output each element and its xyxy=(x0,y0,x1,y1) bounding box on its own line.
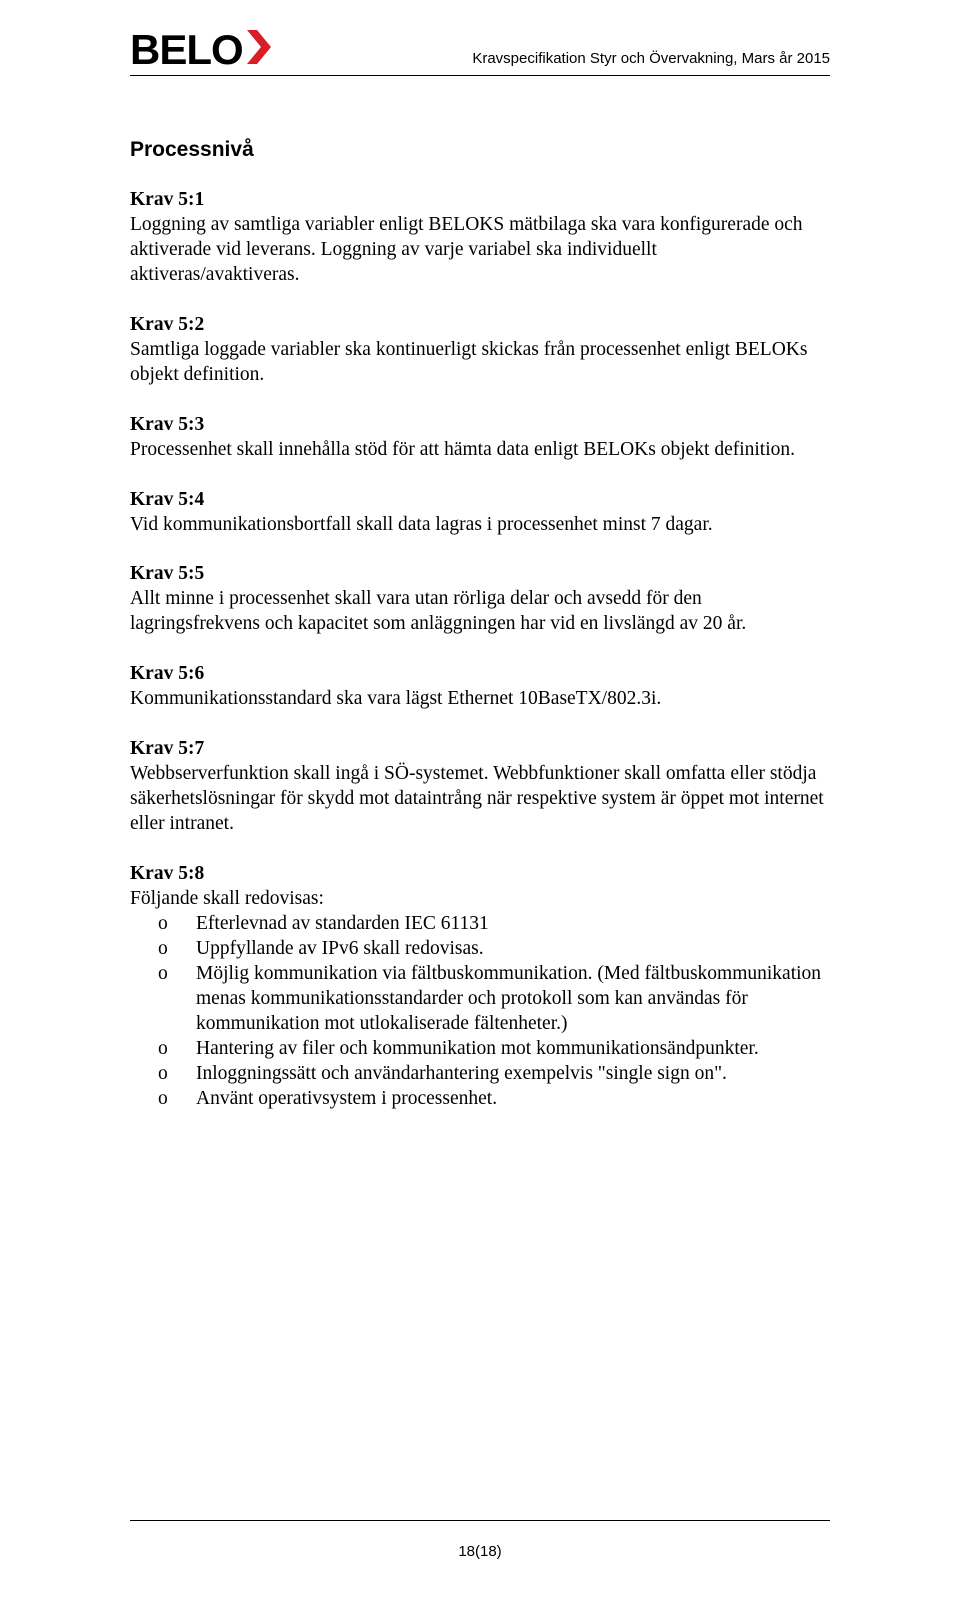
list-bullet-icon: o xyxy=(130,1037,196,1062)
list-item: o Möjlig kommunikation via fältbuskommun… xyxy=(130,962,830,1037)
logo-text: BELO xyxy=(130,29,243,71)
list-bullet-icon: o xyxy=(130,1062,196,1087)
list-bullet-icon: o xyxy=(130,1087,196,1112)
list-item: o Hantering av filer och kommunikation m… xyxy=(130,1037,830,1062)
requirement-5-5: Krav 5:5 Allt minne i processenhet skall… xyxy=(130,562,830,637)
requirement-body: Vid kommunikationsbortfall skall data la… xyxy=(130,513,830,538)
requirement-label: Krav 5:3 xyxy=(130,413,830,438)
list-item-text: Möjlig kommunikation via fältbuskommunik… xyxy=(196,962,830,1037)
list-bullet-icon: o xyxy=(130,912,196,937)
page-container: BELO Kravspecifikation Styr och Övervakn… xyxy=(0,0,960,1112)
logo: BELO xyxy=(130,28,275,71)
logo-chevron-icon xyxy=(245,28,275,71)
requirement-intro: Följande skall redovisas: xyxy=(130,887,830,912)
list-item-text: Inloggningssätt och användarhantering ex… xyxy=(196,1062,830,1087)
requirement-5-2: Krav 5:2 Samtliga loggade variabler ska … xyxy=(130,313,830,388)
list-item: o Inloggningssätt och användarhantering … xyxy=(130,1062,830,1087)
list-item: o Använt operativsystem i processenhet. xyxy=(130,1087,830,1112)
requirement-5-1: Krav 5:1 Loggning av samtliga variabler … xyxy=(130,188,830,288)
requirement-body: Webbserverfunktion skall ingå i SÖ-syste… xyxy=(130,762,830,837)
list-item: o Uppfyllande av IPv6 skall redovisas. xyxy=(130,937,830,962)
requirement-5-6: Krav 5:6 Kommunikationsstandard ska vara… xyxy=(130,662,830,712)
requirement-body: Processenhet skall innehålla stöd för at… xyxy=(130,438,830,463)
page-number: 18(18) xyxy=(130,1543,830,1560)
requirement-body: Samtliga loggade variabler ska kontinuer… xyxy=(130,338,830,388)
section-title: Processnivå xyxy=(130,138,830,162)
list-bullet-icon: o xyxy=(130,937,196,962)
page-footer: 18(18) xyxy=(130,1520,830,1560)
requirement-5-7: Krav 5:7 Webbserverfunktion skall ingå i… xyxy=(130,737,830,837)
requirement-body: Loggning av samtliga variabler enligt BE… xyxy=(130,213,830,288)
page-header: BELO Kravspecifikation Styr och Övervakn… xyxy=(130,28,830,71)
requirement-5-8: Krav 5:8 Följande skall redovisas: o Eft… xyxy=(130,862,830,1112)
list-item-text: Efterlevnad av standarden IEC 61131 xyxy=(196,912,830,937)
requirement-list: o Efterlevnad av standarden IEC 61131 o … xyxy=(130,912,830,1112)
requirement-5-4: Krav 5:4 Vid kommunikationsbortfall skal… xyxy=(130,488,830,538)
footer-rule xyxy=(130,1520,830,1521)
requirement-label: Krav 5:5 xyxy=(130,562,830,587)
requirement-5-3: Krav 5:3 Processenhet skall innehålla st… xyxy=(130,413,830,463)
requirement-label: Krav 5:6 xyxy=(130,662,830,687)
list-item-text: Använt operativsystem i processenhet. xyxy=(196,1087,830,1112)
list-bullet-icon: o xyxy=(130,962,196,1037)
requirement-body: Kommunikationsstandard ska vara lägst Et… xyxy=(130,687,830,712)
list-item-text: Uppfyllande av IPv6 skall redovisas. xyxy=(196,937,830,962)
list-item: o Efterlevnad av standarden IEC 61131 xyxy=(130,912,830,937)
requirement-body: Allt minne i processenhet skall vara uta… xyxy=(130,587,830,637)
requirement-label: Krav 5:1 xyxy=(130,188,830,213)
header-rule xyxy=(130,75,830,76)
list-item-text: Hantering av filer och kommunikation mot… xyxy=(196,1037,830,1062)
requirement-label: Krav 5:7 xyxy=(130,737,830,762)
requirement-label: Krav 5:2 xyxy=(130,313,830,338)
requirement-label: Krav 5:8 xyxy=(130,862,830,887)
header-doc-title: Kravspecifikation Styr och Övervakning, … xyxy=(472,50,830,71)
requirement-label: Krav 5:4 xyxy=(130,488,830,513)
